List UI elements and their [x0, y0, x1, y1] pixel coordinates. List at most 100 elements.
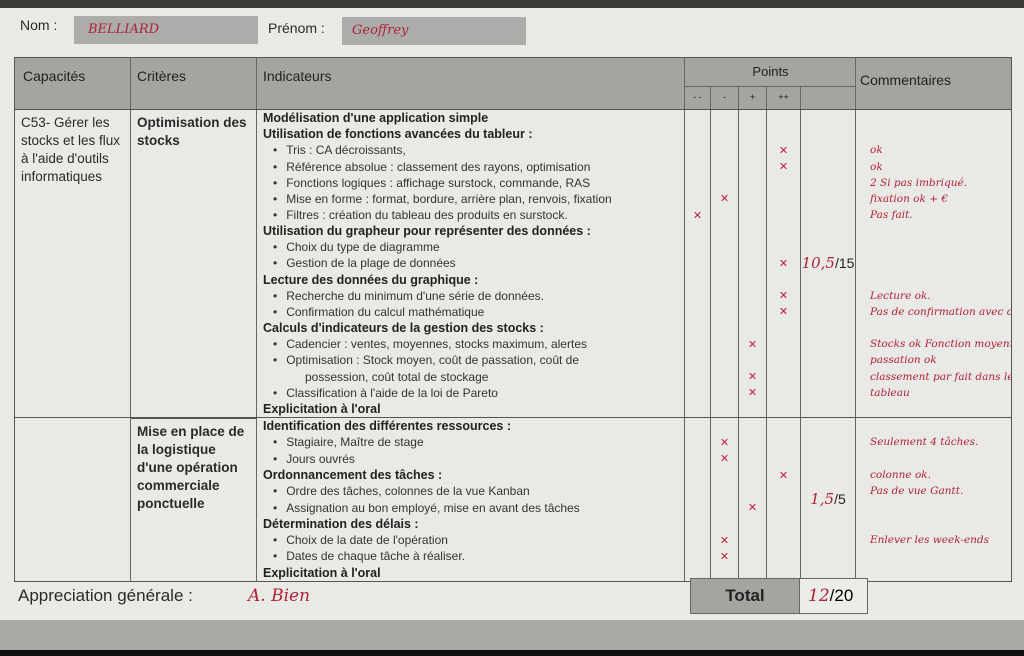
point-cell-very-low[interactable] [685, 384, 711, 401]
point-cell-low[interactable] [711, 126, 739, 143]
point-cell-high[interactable] [739, 206, 767, 224]
point-cell-very-high[interactable] [767, 126, 801, 143]
cross-mark-icon[interactable]: ✕ [767, 255, 801, 272]
point-cell-very-low[interactable] [685, 499, 711, 516]
point-cell-very-low[interactable] [685, 483, 711, 500]
point-cell-low[interactable] [711, 142, 739, 159]
point-cell-high[interactable] [739, 271, 767, 288]
cross-mark-icon[interactable]: ✕ [711, 450, 739, 467]
point-cell-high[interactable] [739, 515, 767, 533]
point-cell-high[interactable] [739, 255, 767, 272]
point-cell-low[interactable] [711, 320, 739, 337]
point-cell-low[interactable] [711, 223, 739, 240]
point-cell-very-high[interactable] [767, 190, 801, 207]
point-cell-high[interactable] [739, 142, 767, 159]
point-cell-low[interactable] [711, 368, 739, 385]
point-cell-low[interactable] [711, 499, 739, 516]
point-cell-very-high[interactable] [767, 271, 801, 288]
point-cell-high[interactable] [739, 303, 767, 321]
point-cell-high[interactable] [739, 564, 767, 581]
point-cell-high[interactable] [739, 400, 767, 417]
point-cell-high[interactable] [739, 223, 767, 240]
point-cell-very-high[interactable] [767, 499, 801, 516]
point-cell-low[interactable] [711, 417, 739, 435]
point-cell-very-high[interactable] [767, 400, 801, 417]
point-cell-very-high[interactable] [767, 450, 801, 467]
point-cell-very-high[interactable] [767, 384, 801, 401]
point-cell-very-high[interactable] [767, 368, 801, 385]
point-cell-very-low[interactable] [685, 466, 711, 484]
point-cell-low[interactable] [711, 564, 739, 581]
point-cell-very-low[interactable] [685, 190, 711, 207]
point-cell-high[interactable] [739, 126, 767, 143]
point-cell-high[interactable] [739, 466, 767, 484]
point-cell-very-high[interactable] [767, 434, 801, 451]
point-cell-very-low[interactable] [685, 174, 711, 191]
point-cell-high[interactable] [739, 320, 767, 337]
cross-mark-icon[interactable]: ✕ [711, 190, 739, 207]
point-cell-very-low[interactable] [685, 450, 711, 467]
point-cell-very-high[interactable] [767, 564, 801, 581]
cross-mark-icon[interactable]: ✕ [767, 303, 801, 321]
point-cell-very-high[interactable] [767, 483, 801, 500]
prenom-field[interactable]: Geoffrey [342, 17, 526, 45]
point-cell-low[interactable] [711, 384, 739, 401]
point-cell-very-high[interactable] [767, 532, 801, 549]
point-cell-low[interactable] [711, 239, 739, 256]
cross-mark-icon[interactable]: ✕ [711, 532, 739, 549]
point-cell-very-low[interactable] [685, 126, 711, 143]
point-cell-high[interactable] [739, 352, 767, 369]
point-cell-high[interactable] [739, 239, 767, 256]
cross-mark-icon[interactable]: ✕ [739, 336, 767, 353]
point-cell-high[interactable] [739, 190, 767, 207]
point-cell-very-low[interactable] [685, 303, 711, 321]
point-cell-very-low[interactable] [685, 564, 711, 581]
point-cell-very-low[interactable] [685, 287, 711, 304]
point-cell-very-low[interactable] [685, 400, 711, 417]
point-cell-low[interactable] [711, 271, 739, 288]
point-cell-very-high[interactable] [767, 417, 801, 435]
point-cell-low[interactable] [711, 255, 739, 272]
point-cell-very-low[interactable] [685, 320, 711, 337]
point-cell-very-high[interactable] [767, 336, 801, 353]
point-cell-low[interactable] [711, 110, 739, 127]
point-cell-very-low[interactable] [685, 255, 711, 272]
point-cell-low[interactable] [711, 158, 739, 175]
point-cell-low[interactable] [711, 400, 739, 417]
point-cell-low[interactable] [711, 287, 739, 304]
point-cell-very-high[interactable] [767, 110, 801, 127]
point-cell-very-high[interactable] [767, 239, 801, 256]
point-cell-high[interactable] [739, 483, 767, 500]
point-cell-low[interactable] [711, 206, 739, 224]
cross-mark-icon[interactable]: ✕ [711, 548, 739, 565]
cross-mark-icon[interactable]: ✕ [767, 466, 801, 484]
cross-mark-icon[interactable]: ✕ [739, 384, 767, 401]
point-cell-low[interactable] [711, 483, 739, 500]
cross-mark-icon[interactable]: ✕ [767, 142, 801, 159]
point-cell-high[interactable] [739, 287, 767, 304]
point-cell-very-low[interactable] [685, 336, 711, 353]
point-cell-very-low[interactable] [685, 548, 711, 565]
point-cell-very-low[interactable] [685, 158, 711, 175]
point-cell-very-low[interactable] [685, 434, 711, 451]
point-cell-very-low[interactable] [685, 110, 711, 127]
point-cell-very-high[interactable] [767, 223, 801, 240]
point-cell-very-high[interactable] [767, 320, 801, 337]
point-cell-low[interactable] [711, 352, 739, 369]
point-cell-low[interactable] [711, 174, 739, 191]
point-cell-very-low[interactable] [685, 142, 711, 159]
point-cell-high[interactable] [739, 532, 767, 549]
cross-mark-icon[interactable]: ✕ [767, 158, 801, 175]
point-cell-high[interactable] [739, 417, 767, 435]
point-cell-very-low[interactable] [685, 368, 711, 385]
point-cell-very-high[interactable] [767, 206, 801, 224]
point-cell-high[interactable] [739, 450, 767, 467]
cross-mark-icon[interactable]: ✕ [739, 368, 767, 385]
nom-field[interactable]: BELLIARD [74, 16, 258, 44]
point-cell-high[interactable] [739, 174, 767, 191]
point-cell-low[interactable] [711, 303, 739, 321]
cross-mark-icon[interactable]: ✕ [739, 499, 767, 516]
point-cell-low[interactable] [711, 336, 739, 353]
point-cell-very-low[interactable] [685, 352, 711, 369]
point-cell-very-low[interactable] [685, 515, 711, 533]
